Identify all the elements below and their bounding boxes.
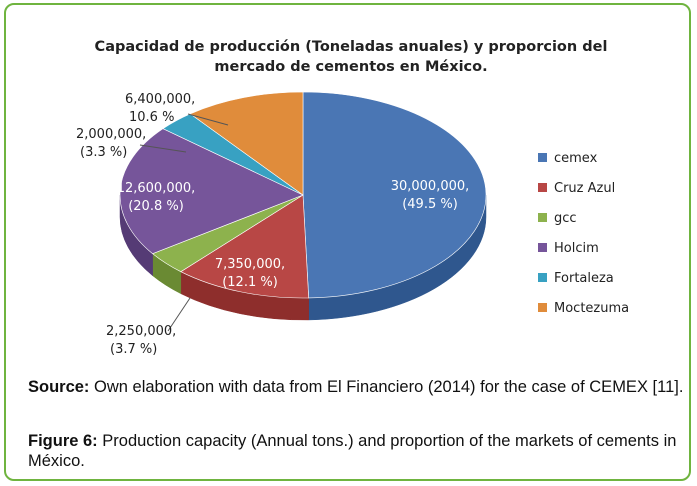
legend-swatch-gcc	[538, 213, 547, 222]
figure-frame: Capacidad de producción (Toneladas anual…	[4, 3, 691, 481]
data-label-pct-moctezuma: 10.6 %	[129, 110, 174, 125]
legend-swatch-moctezuma	[538, 303, 547, 312]
source-caption: Source: Own elaboration with data from E…	[28, 377, 688, 397]
figure-caption: Figure 6: Production capacity (Annual to…	[28, 431, 688, 471]
leader-line-fortaleza	[139, 144, 187, 153]
data-label-value-holcim: 12,600,000,	[117, 181, 196, 196]
legend-entry-gcc: gcc	[554, 211, 577, 226]
chart-legend: cemex Cruz Azul gcc Holcim Fortaleza Moctezum…	[538, 151, 629, 316]
legend-entry-holcim: Holcim	[554, 241, 599, 256]
source-text: Own elaboration with data from El Financ…	[89, 378, 684, 396]
data-label-value-moctezuma: 6,400,000,	[125, 92, 195, 107]
data-label-value-gcc: 2,250,000,	[106, 324, 176, 339]
legend-entry-moctezuma: Moctezuma	[554, 301, 629, 316]
legend-swatch-cemex	[538, 153, 547, 162]
figure-text: Production capacity (Annual tons.) and p…	[28, 432, 677, 470]
data-label-pct-cemex: (49.5 %)	[402, 197, 458, 212]
data-label-pct-cruz-azul: (12.1 %)	[222, 275, 278, 290]
leader-line-gcc	[167, 297, 191, 332]
data-label-pct-holcim: (20.8 %)	[128, 199, 184, 214]
legend-entry-cemex: cemex	[554, 151, 598, 166]
pie-slice-cemex	[302, 91, 487, 299]
chart-title: Capacidad de producción (Toneladas anual…	[18, 37, 684, 77]
legend-entry-fortaleza: Fortaleza	[554, 271, 614, 286]
data-label-value-fortaleza: 2,000,000,	[76, 127, 146, 142]
chart-title-line-1: Capacidad de producción (Toneladas anual…	[94, 39, 608, 55]
pie-slices	[119, 91, 487, 299]
data-label-pct-fortaleza: (3.3 %)	[80, 145, 127, 160]
data-label-value-cemex: 30,000,000,	[391, 179, 470, 194]
legend-entry-cruz-azul: Cruz Azul	[554, 181, 615, 196]
data-label-pct-gcc: (3.7 %)	[110, 342, 157, 357]
legend-swatch-holcim	[538, 243, 547, 252]
pie-slice-cruz-azul	[180, 194, 310, 299]
legend-swatch-fortaleza	[538, 273, 547, 282]
data-label-value-cruz-azul: 7,350,000,	[215, 257, 285, 272]
pie-slice-moctezuma	[189, 91, 304, 196]
leader-line-moctezuma	[187, 113, 229, 126]
pie-slice-holcim	[119, 128, 304, 255]
chart-title-line-2: mercado de cementos en México.	[214, 59, 488, 75]
chart-area: Capacidad de producción (Toneladas anual…	[18, 15, 684, 363]
pie-data-labels: 30,000,000, (49.5 %) 7,350,000, (12.1 %) 2,2…	[76, 92, 469, 357]
legend-swatch-cruz-azul	[538, 183, 547, 192]
figure-label: Figure 6:	[28, 432, 98, 450]
source-label: Source:	[28, 378, 90, 396]
pie-chart: 30,000,000, (49.5 %) 7,350,000, (12.1 %) 2,2…	[76, 91, 629, 357]
